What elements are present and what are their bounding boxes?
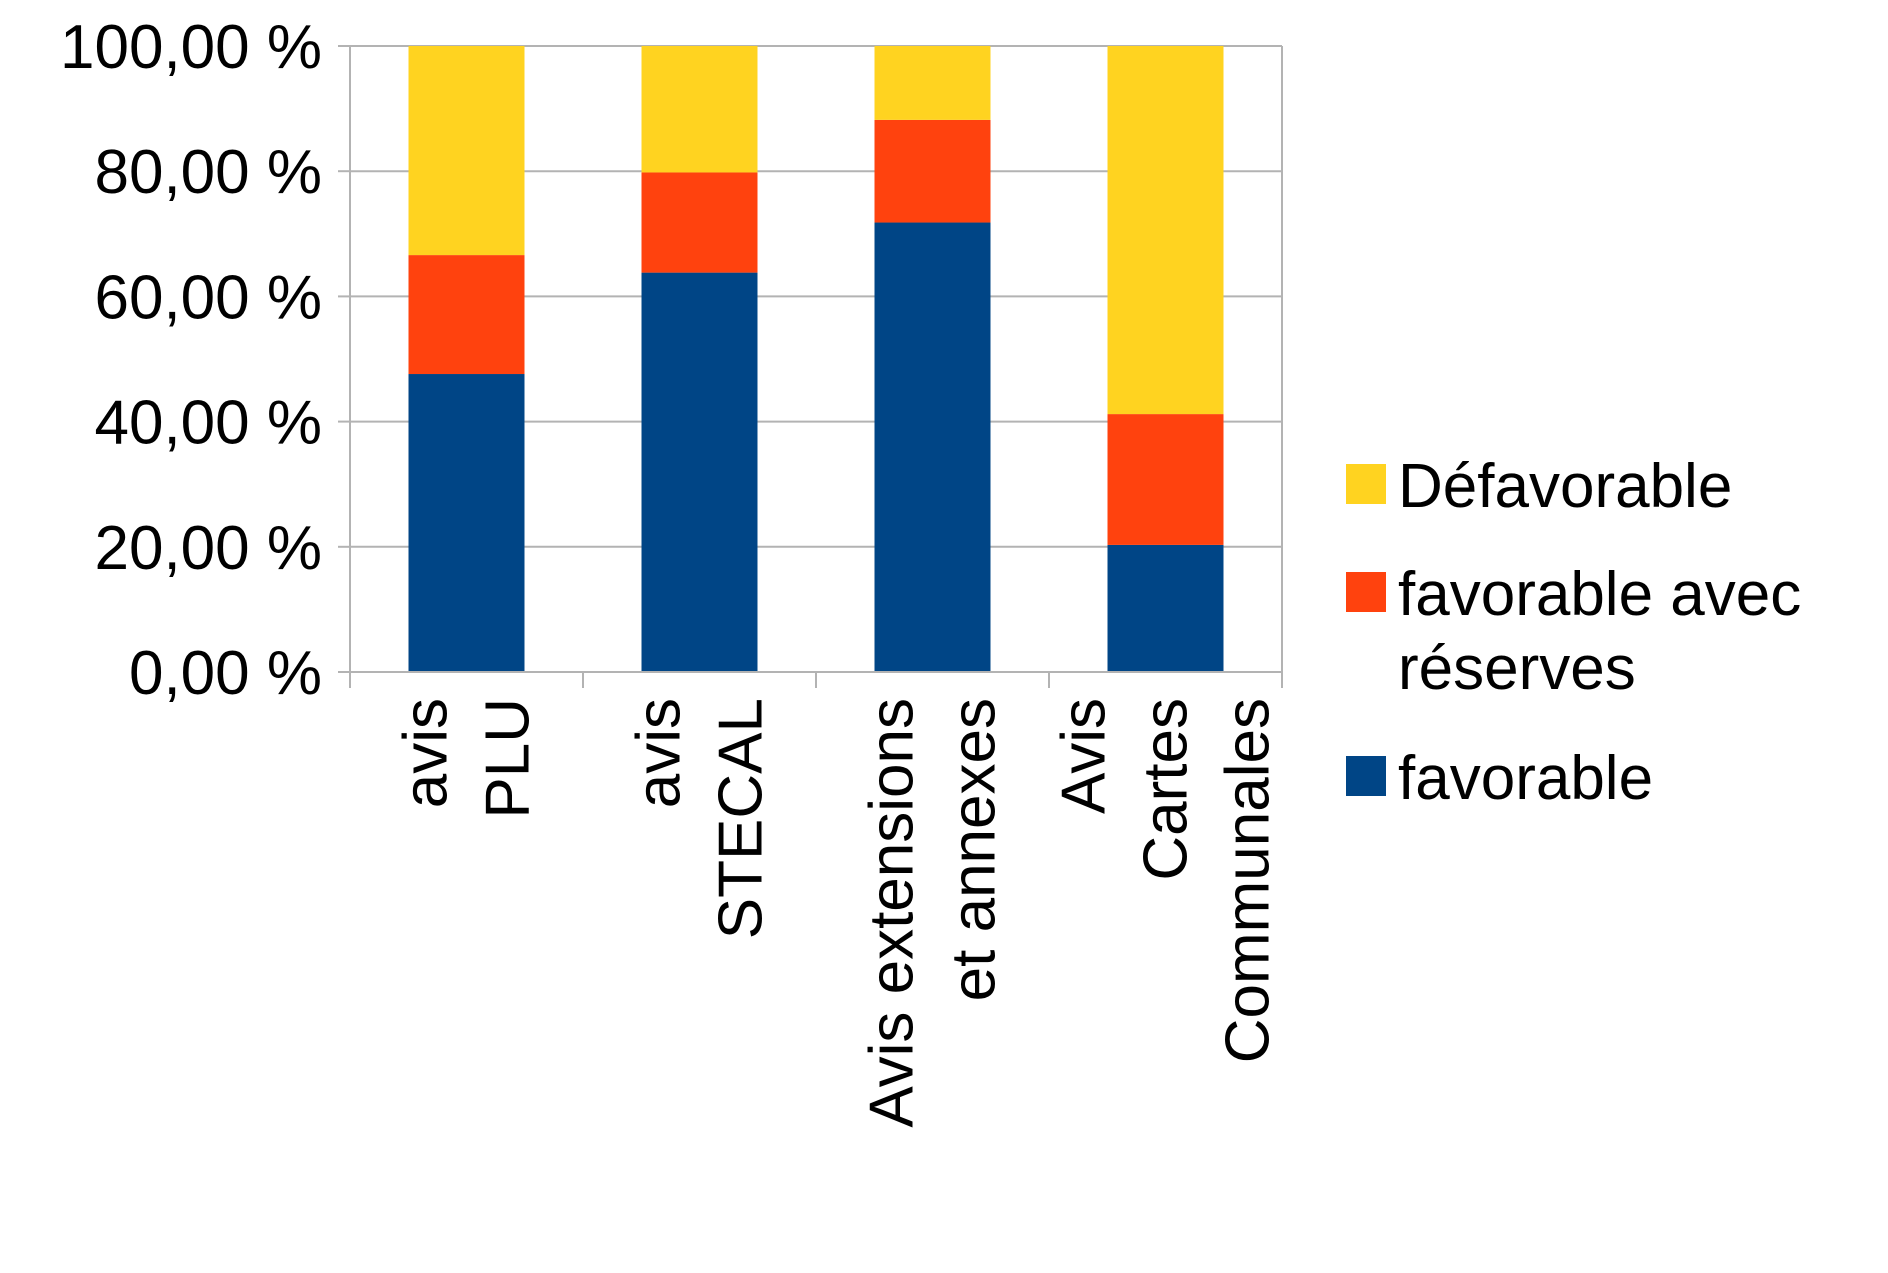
bar-segment bbox=[1107, 544, 1224, 672]
x-category-label: Cartes bbox=[1132, 698, 1201, 881]
y-tick-label: 20,00 % bbox=[94, 514, 322, 583]
legend-swatch bbox=[1346, 572, 1386, 612]
x-axis-category-labels: avis PLU avis STECAL Avis extensions et annex… bbox=[392, 698, 1283, 1128]
bar-segment bbox=[408, 374, 525, 672]
y-tick-label: 80,00 % bbox=[94, 138, 322, 207]
x-category-label: avis bbox=[392, 698, 461, 808]
legend-swatch bbox=[1346, 756, 1386, 796]
x-category-label: et annexes bbox=[940, 698, 1009, 1001]
bar-segment bbox=[641, 272, 758, 672]
x-category-label: Avis extensions bbox=[858, 698, 927, 1128]
x-category-label: STECAL bbox=[707, 698, 776, 939]
legend-label: Défavorable bbox=[1398, 452, 1732, 521]
bar-segment bbox=[408, 46, 525, 256]
bar-segment bbox=[1107, 414, 1224, 545]
bar-segment bbox=[641, 172, 758, 273]
bar-segment bbox=[641, 46, 758, 173]
bar-segment bbox=[874, 46, 991, 120]
y-tick-label: 0,00 % bbox=[129, 639, 322, 708]
bar-segment bbox=[1107, 46, 1224, 415]
bar-segment bbox=[408, 255, 525, 375]
axes bbox=[338, 45, 1283, 688]
x-category-label: Avis bbox=[1050, 698, 1119, 814]
y-tick-label: 60,00 % bbox=[94, 263, 322, 332]
legend-label: favorable bbox=[1398, 744, 1653, 813]
legend-label: réserves bbox=[1398, 634, 1636, 703]
bar-segment bbox=[874, 222, 991, 673]
x-category-label: avis bbox=[625, 698, 694, 808]
bar-segment bbox=[874, 119, 991, 223]
x-category-label: PLU bbox=[474, 698, 543, 819]
legend-swatch bbox=[1346, 464, 1386, 504]
legend-label: favorable avec bbox=[1398, 560, 1801, 629]
bars bbox=[408, 46, 1224, 673]
y-axis-tick-labels: 0,00 % 20,00 % 40,00 % 60,00 % 80,00 % 100,00… bbox=[60, 13, 322, 708]
y-tick-label: 40,00 % bbox=[94, 389, 322, 458]
x-category-label: Communales bbox=[1214, 698, 1283, 1063]
y-tick-label: 100,00 % bbox=[60, 13, 322, 82]
